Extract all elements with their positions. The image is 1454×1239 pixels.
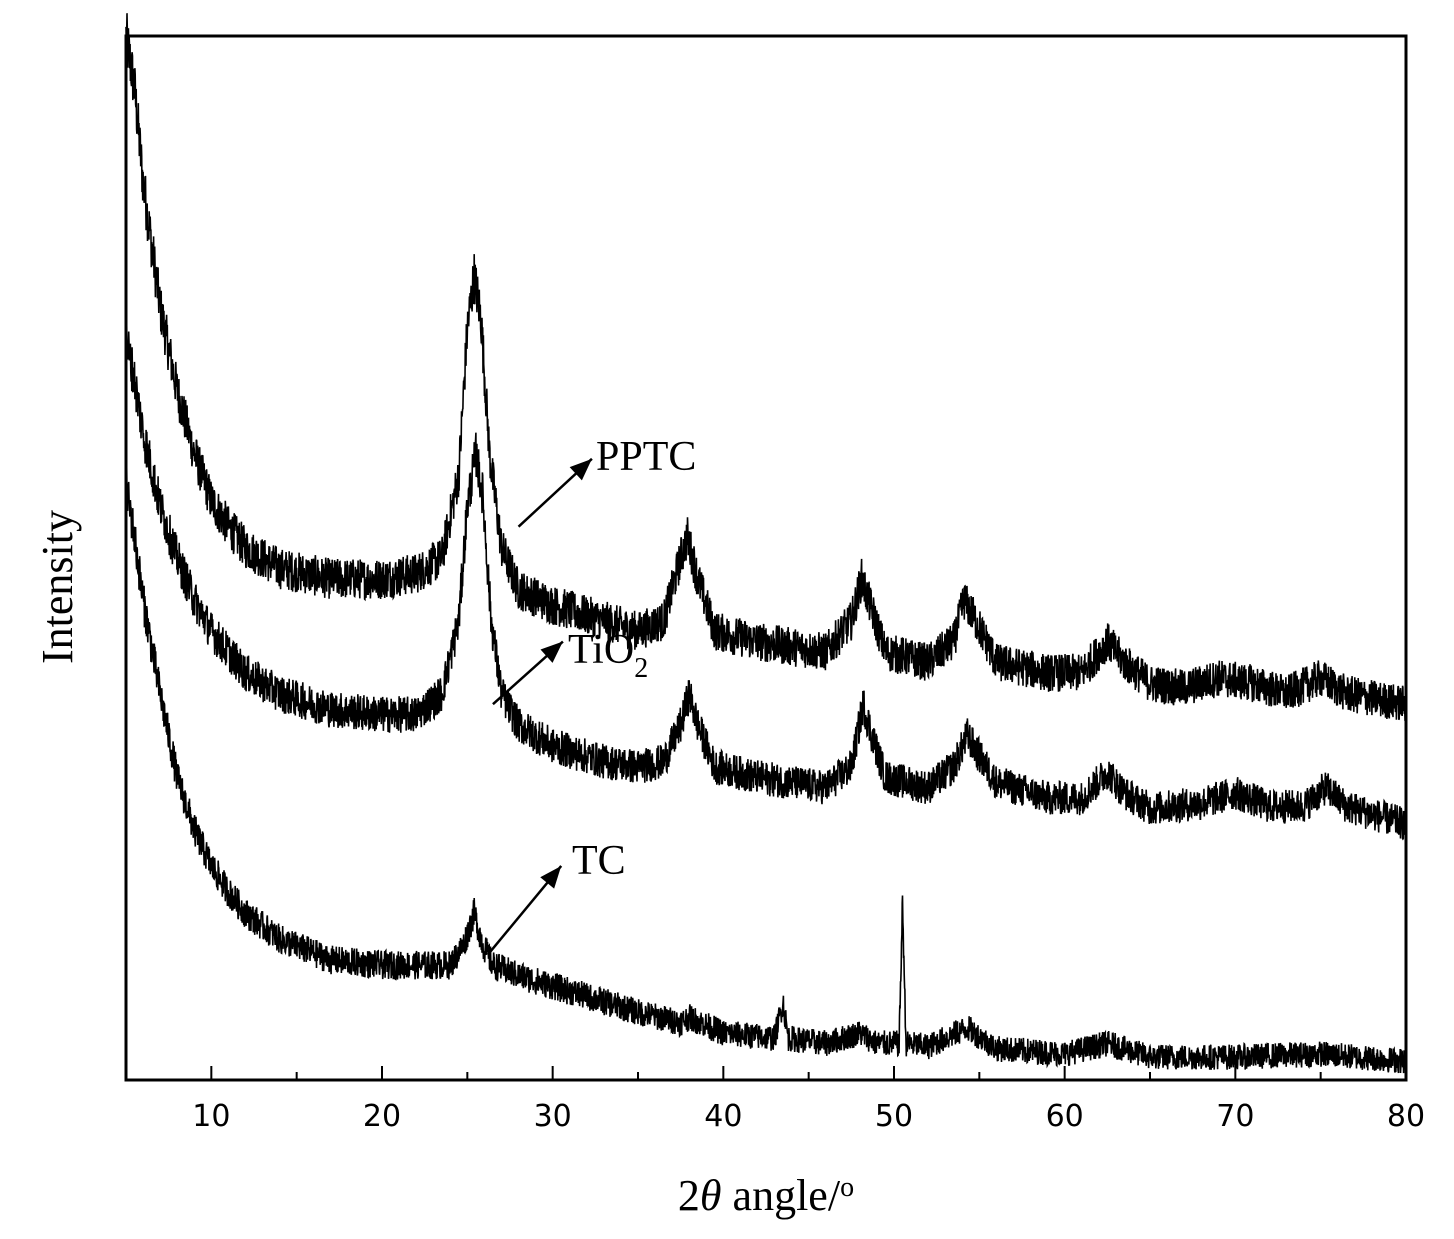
x-axis-title: 2θ angle/o (678, 1171, 854, 1220)
x-axis-title-symbol: θ (700, 1171, 722, 1220)
series-label-main: PPTC (596, 434, 696, 480)
series-arrow-head-tio2 (540, 641, 563, 663)
x-tick-label: 50 (875, 1099, 913, 1134)
series-label-pptc: PPTC (596, 434, 696, 480)
series-arrow-head-pptc (569, 458, 592, 481)
x-tick-label: 80 (1387, 1099, 1425, 1134)
x-tick-label: 60 (1046, 1099, 1084, 1134)
x-axis-title-prefix: 2 (678, 1171, 700, 1220)
series-line-tc (125, 467, 1407, 1074)
x-tick-label: 40 (704, 1099, 742, 1134)
series-label-main: TC (572, 838, 626, 884)
series-label-tc: TC (572, 838, 626, 884)
x-tick-label: 10 (192, 1099, 230, 1134)
x-ticks: 10 20 30 40 50 60 70 80 (125, 1066, 1425, 1134)
x-axis-title-degree: o (840, 1172, 854, 1203)
x-tick-label: 70 (1216, 1099, 1254, 1134)
plot-frame (124, 34, 1408, 1082)
x-tick-label: 30 (534, 1099, 572, 1134)
series-label-main: TiO (568, 627, 634, 673)
series-layer (125, 13, 1407, 1074)
series-line-tio2 (125, 325, 1407, 841)
series-label-tio2: TiO2 (568, 627, 648, 684)
series-line-pptc (125, 13, 1407, 721)
series-arrow-head-tc (540, 865, 562, 889)
series-label-subscript: 2 (634, 653, 648, 684)
y-axis-title: Intensity (33, 510, 82, 664)
x-tick-label: 20 (363, 1099, 401, 1134)
series-labels: PPTC TiO2 TC (486, 434, 696, 956)
x-axis-title-rest: angle/ (722, 1171, 841, 1220)
